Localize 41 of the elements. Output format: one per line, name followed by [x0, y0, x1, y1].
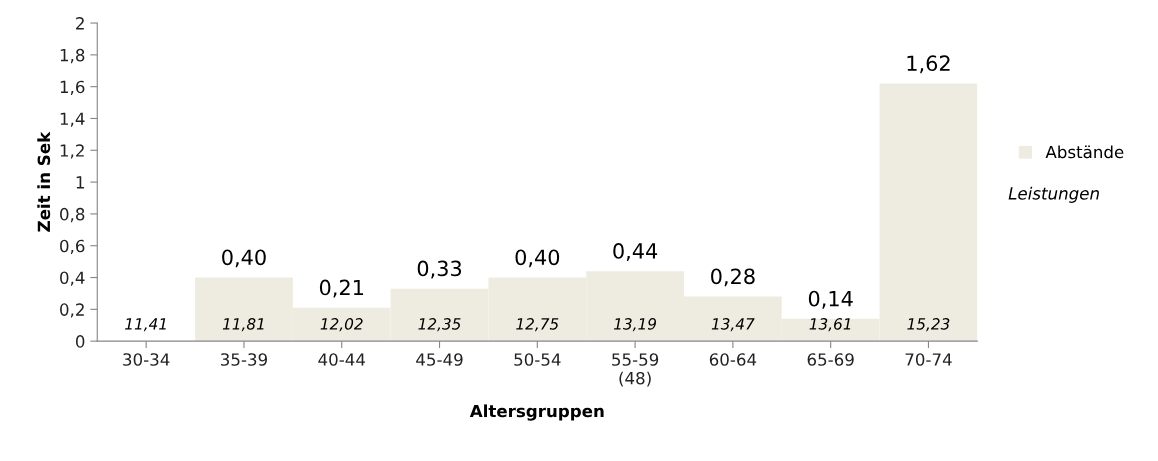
y-tick-label: 1,6 [60, 80, 85, 95]
data-label: 1,62 [907, 55, 950, 74]
annotation: 13,47 [711, 318, 755, 332]
y-tick-label: 0,8 [60, 207, 85, 223]
y-axis-title: Zeit in Sek [37, 131, 51, 232]
data-label: 0,14 [808, 290, 853, 309]
data-label: 0,33 [417, 260, 462, 279]
y-tick-label: 0,6 [60, 239, 85, 254]
annotation: 12,02 [320, 318, 363, 332]
data-label: 0,21 [319, 279, 364, 298]
annotation: 11,81 [222, 318, 264, 332]
x-tick-label: 55-59 (48) [612, 353, 659, 387]
annotation: 12,75 [516, 318, 559, 332]
annotation: 13,61 [809, 318, 851, 332]
x-tick-label: 45-49 [416, 353, 463, 366]
x-tick-label: 65-69 [807, 353, 854, 366]
x-tick-label: 60-64 [709, 353, 757, 366]
x-tick-label: 70-74 [905, 353, 952, 366]
annotation: 12,35 [418, 318, 461, 332]
y-tick-label: 0,4 [60, 271, 85, 286]
text: Leistungen [1008, 186, 1099, 203]
x-axis-title: Altersgruppen [469, 404, 604, 421]
data-label: 0,40 [515, 249, 560, 268]
x-tick-label: 40-44 [318, 353, 366, 366]
y-tick-label: 1,2 [60, 144, 84, 159]
x-tick-label: 30-34 [123, 353, 170, 366]
y-tick-label: 0 [75, 335, 85, 348]
x-tick-label: 35-39 [221, 353, 267, 366]
data-label: 0,28 [711, 268, 755, 287]
data-label: 0,44 [613, 243, 658, 261]
y-tick-label: 1 [76, 176, 84, 189]
annotation: 11,41 [125, 318, 166, 332]
y-tick-label: 1,8 [60, 48, 85, 64]
y-tick-label: 2 [76, 17, 84, 30]
y-tick-label: 0,2 [60, 303, 84, 318]
data-label: 0,40 [222, 249, 266, 268]
annotation: 15,23 [907, 318, 950, 332]
legend-label: Abstände [1045, 145, 1124, 159]
x-tick-label: 50-54 [514, 353, 561, 366]
annotation: 13,19 [613, 318, 657, 332]
y-tick-label: 1,4 [60, 112, 85, 127]
